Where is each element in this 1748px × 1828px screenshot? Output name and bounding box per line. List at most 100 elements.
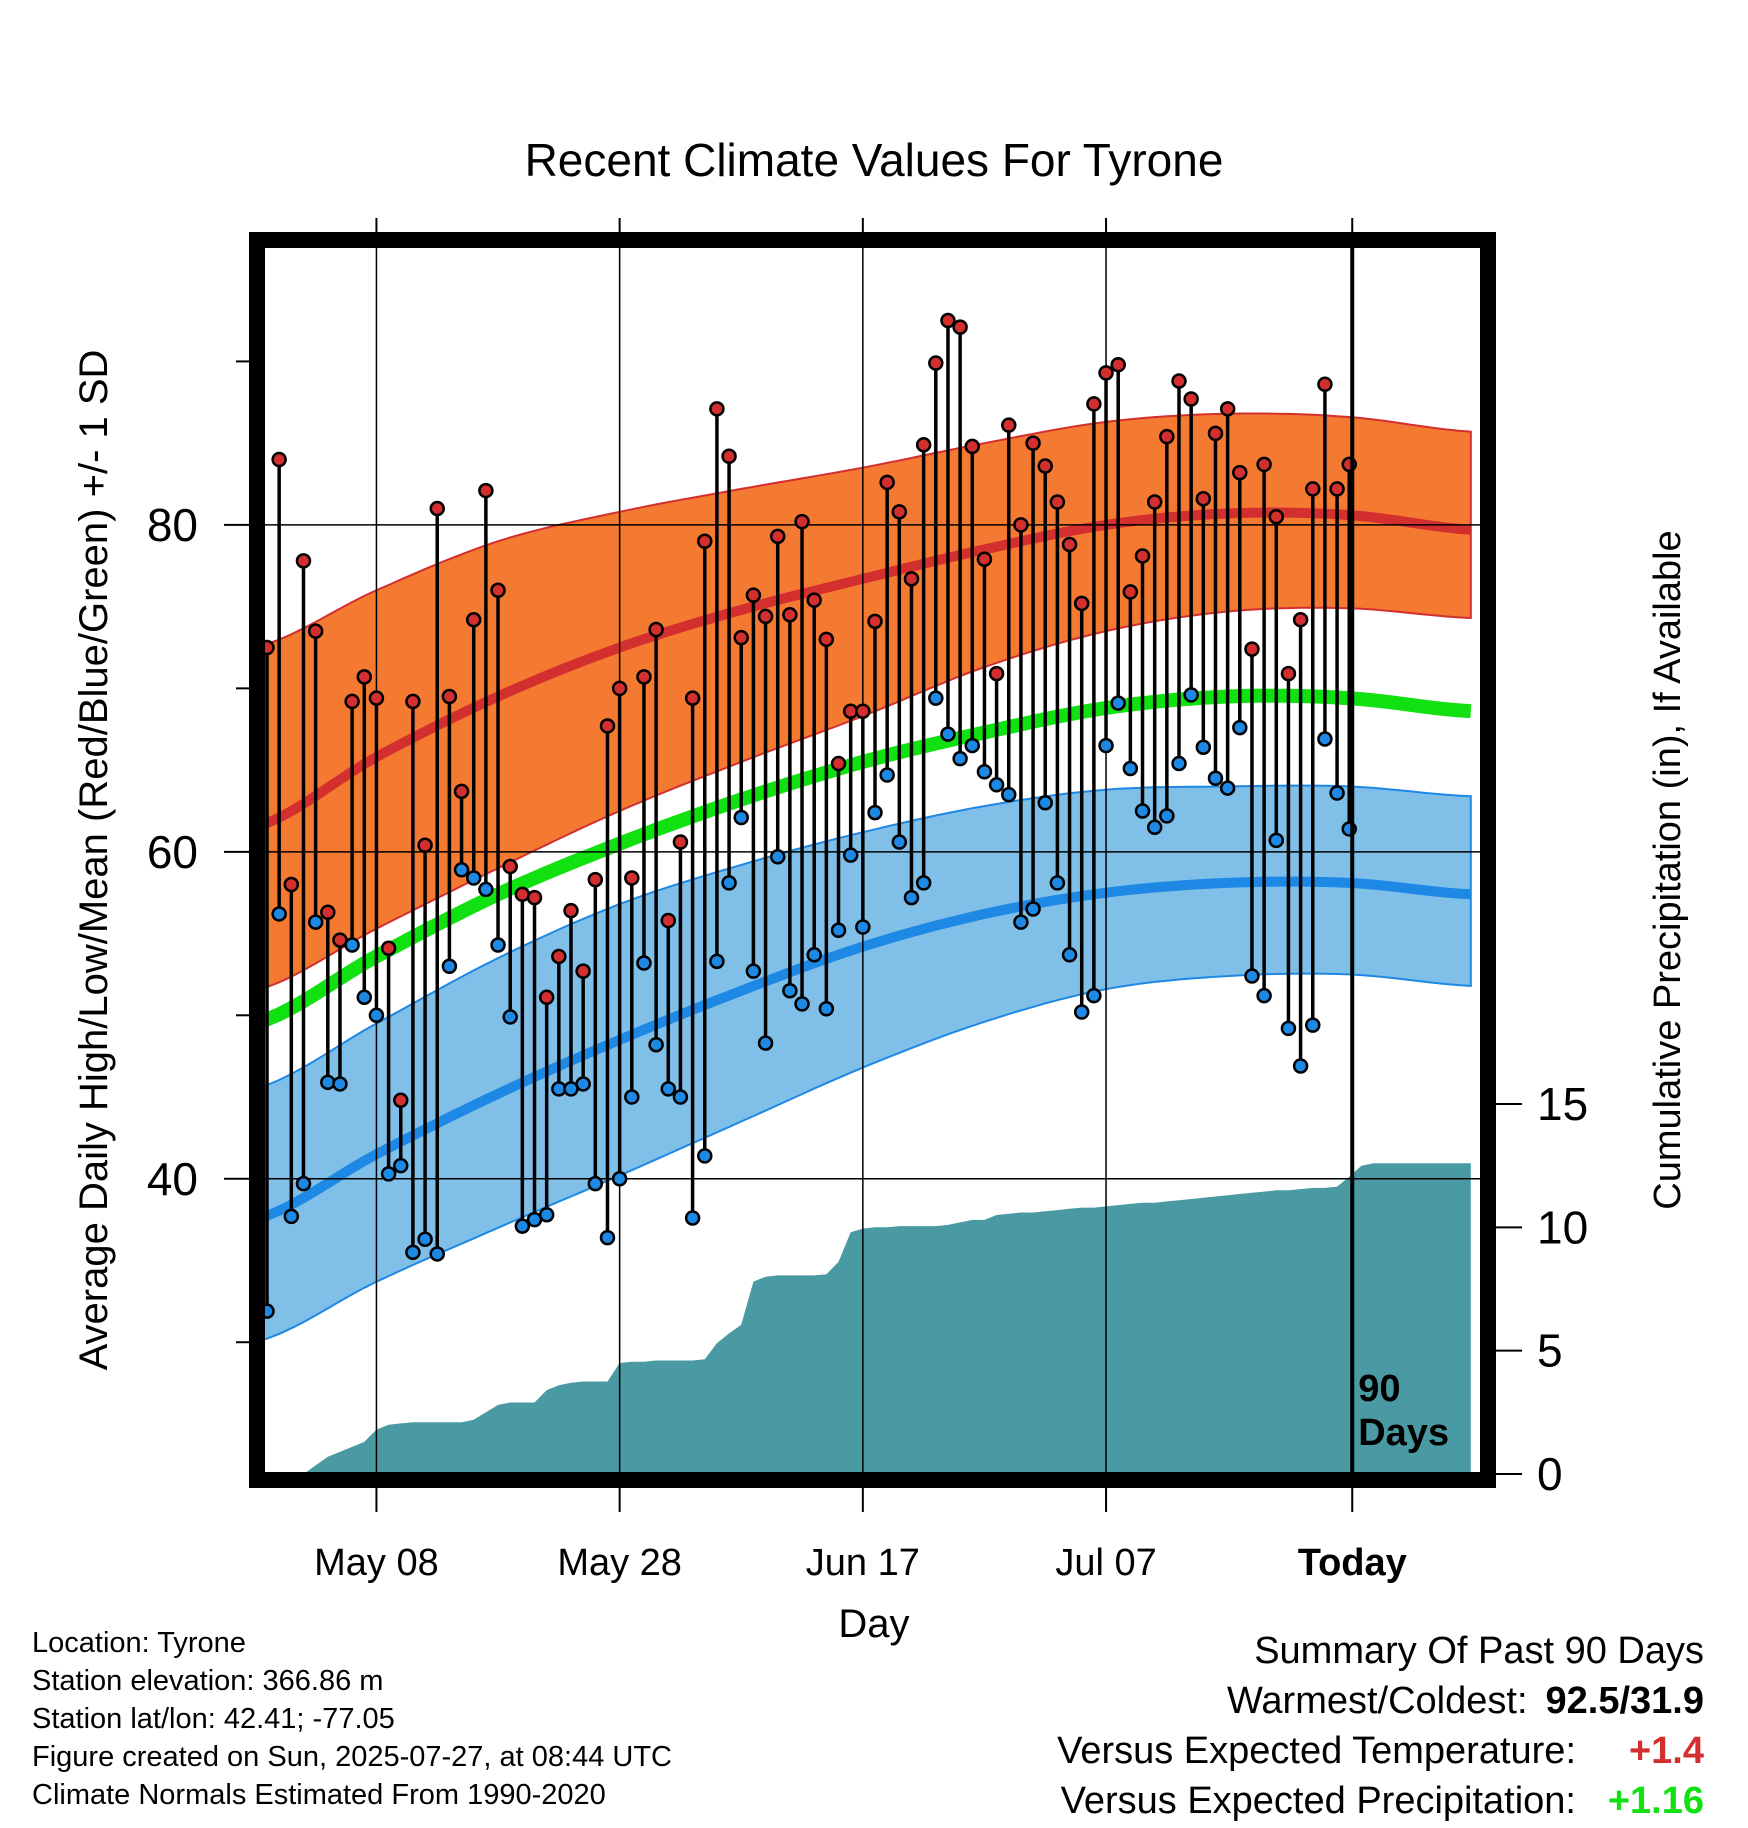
daily-high-point — [1110, 356, 1126, 373]
daily-high-point — [551, 948, 567, 965]
daily-low-point — [1244, 968, 1260, 984]
daily-low-point — [903, 889, 920, 906]
daily-high-point — [1049, 494, 1066, 510]
y-axis-label-right: Cumulative Precipitation (in), If Availa… — [1647, 530, 1689, 1209]
daily-low-point — [356, 989, 373, 1006]
normals-text: Climate Normals Estimated From 1990-2020 — [32, 1779, 606, 1811]
daily-high-point — [818, 631, 835, 648]
daily-low-point — [368, 1007, 385, 1024]
daily-low-point — [988, 777, 1005, 793]
daily-high-point — [684, 690, 701, 706]
daily-low-point — [794, 996, 810, 1012]
daily-low-point — [611, 1171, 628, 1187]
precip-anomaly-row: Versus Expected Precipitation: +1.16 — [1057, 1776, 1704, 1826]
daily-high-point — [879, 474, 895, 491]
daily-high-point — [344, 693, 360, 710]
daily-low-point — [1171, 755, 1187, 772]
daily-high-point — [478, 482, 494, 499]
daily-low-point — [806, 947, 822, 963]
daily-low-point — [1098, 737, 1114, 754]
daily-high-point — [526, 889, 543, 906]
daily-high-point — [988, 665, 1005, 682]
daily-high-point — [636, 669, 652, 685]
daily-low-point — [1110, 695, 1126, 711]
daily-low-point — [757, 1035, 774, 1051]
y-left-tick-label: 80 — [147, 499, 198, 551]
daily-high-point — [1292, 611, 1309, 628]
warm-cold-value: 92.5/31.9 — [1545, 1680, 1704, 1722]
daily-high-point — [1195, 490, 1212, 507]
daily-high-point — [976, 551, 993, 567]
daily-low-point — [514, 1218, 531, 1234]
daily-high-point — [1244, 641, 1260, 657]
y-right-tick-label: 5 — [1537, 1325, 1563, 1377]
daily-low-point — [283, 1208, 300, 1225]
daily-high-point — [648, 621, 664, 638]
daily-low-point — [332, 1076, 348, 1092]
daily-high-point — [721, 448, 737, 464]
daily-high-point — [283, 876, 300, 893]
daily-low-point — [1232, 719, 1248, 736]
daily-low-point — [928, 690, 944, 706]
daily-low-point — [1317, 731, 1333, 747]
daily-high-point — [417, 837, 433, 854]
daily-high-point — [271, 451, 287, 468]
precipitation-area — [303, 1163, 1471, 1473]
temp-anomaly-row: Versus Expected Temperature: +1.4 — [1057, 1726, 1704, 1776]
daily-high-point — [940, 312, 956, 329]
daily-high-point — [1171, 373, 1187, 389]
x-tick-label: Jun 17 — [806, 1542, 920, 1584]
created-text: Figure created on Sun, 2025-07-27, at 08… — [32, 1741, 672, 1773]
daily-high-point — [441, 688, 458, 705]
daily-low-point — [587, 1175, 604, 1192]
y-right-tick-label: 15 — [1537, 1078, 1588, 1130]
daily-high-point — [1305, 481, 1321, 497]
daily-high-point — [733, 629, 749, 646]
daily-low-point — [380, 1166, 397, 1182]
precip-area-shape — [303, 1163, 1471, 1473]
daily-high-point — [964, 438, 981, 455]
daily-high-point — [952, 319, 968, 335]
daily-low-point — [1329, 785, 1345, 801]
daily-high-point — [1317, 376, 1333, 393]
daily-high-point — [611, 680, 628, 697]
daily-high-point — [1232, 464, 1248, 481]
daily-high-point — [867, 613, 883, 630]
daily-low-point — [855, 919, 871, 935]
chart-title: Recent Climate Values For Tyrone — [525, 134, 1224, 186]
daily-high-point — [1207, 425, 1224, 442]
daily-low-point — [769, 848, 786, 865]
daily-high-point — [891, 504, 908, 520]
daily-high-point — [429, 500, 445, 517]
location-text: Location: Tyrone — [32, 1627, 246, 1659]
daily-low-point — [344, 937, 360, 953]
daily-low-point — [940, 726, 956, 742]
daily-high-point — [368, 690, 385, 706]
daily-low-point — [393, 1157, 409, 1174]
daily-low-point — [1134, 803, 1151, 819]
daily-low-point — [745, 963, 762, 979]
today-marker-line: Days — [1358, 1412, 1449, 1454]
summary-title: Summary Of Past 90 Days — [1254, 1630, 1704, 1672]
latlon-text: Station lat/lon: 42.41; -77.05 — [32, 1703, 395, 1735]
high-normal-band — [264, 412, 1472, 990]
daily-high-point — [356, 669, 373, 685]
daily-low-point — [867, 804, 883, 821]
daily-low-point — [697, 1148, 713, 1164]
daily-low-point — [684, 1210, 701, 1226]
daily-low-point — [429, 1246, 445, 1262]
station-info: Location: Tyrone Station elevation: 366.… — [32, 1624, 672, 1814]
y-left-tick-label: 40 — [147, 1153, 198, 1205]
daily-low-point — [538, 1206, 555, 1223]
daily-low-point — [575, 1076, 591, 1092]
daily-high-point — [320, 904, 336, 921]
daily-low-point — [733, 809, 749, 826]
temp-anomaly-label: Versus Expected Temperature: — [1057, 1730, 1576, 1772]
daily-high-point — [465, 611, 482, 628]
daily-high-point — [769, 528, 786, 545]
daily-low-point — [624, 1089, 640, 1105]
daily-low-point — [1049, 875, 1066, 891]
axes: May 08 May 28 Jun 17 Jul 07 Today 40 60 80 0 5 10 1… — [147, 218, 1588, 1584]
daily-high-point — [1329, 481, 1345, 497]
